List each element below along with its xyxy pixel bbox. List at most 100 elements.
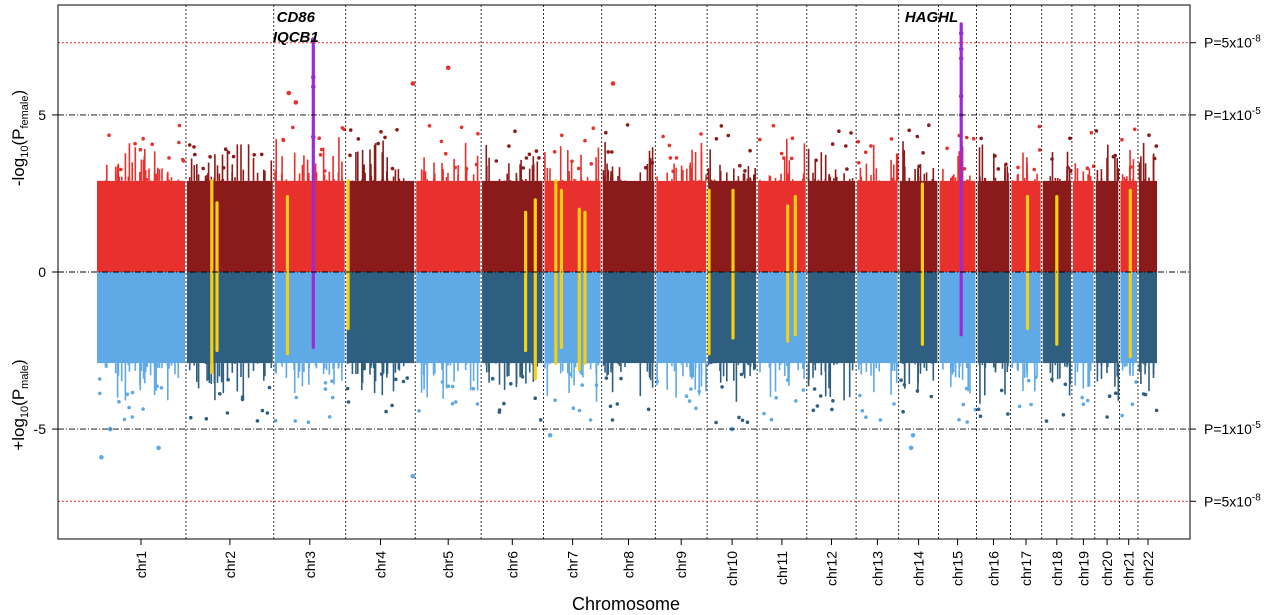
male-point-chr14 (929, 394, 934, 399)
male-point-chr6 (509, 382, 513, 386)
female-point-chr4 (379, 130, 383, 134)
female-point-chr1 (177, 123, 182, 128)
female-point-chr12 (849, 131, 853, 135)
female-point-chr6 (527, 152, 532, 157)
female-point-chr11 (789, 156, 794, 161)
male-point-chr2 (189, 415, 193, 420)
x-tick-label-chr19: chr19 (1075, 551, 1091, 586)
male-point-chr2 (255, 419, 260, 423)
female-point-chr10 (748, 148, 752, 153)
female-point-chr3 (281, 138, 286, 143)
male-point-chr2 (218, 392, 222, 396)
x-tick-label-chr16: chr16 (986, 551, 1002, 586)
male-point-chr1 (155, 384, 159, 389)
outlier-point-chr5 (445, 65, 451, 71)
male-point-chr9 (687, 399, 692, 403)
male-point-chr12 (818, 394, 823, 398)
male-point-chr13 (860, 408, 865, 413)
female-point-chr8 (643, 165, 648, 170)
male-point-chr1 (141, 407, 145, 411)
male-point-chr4 (394, 377, 398, 382)
female-point-chr15 (964, 135, 969, 140)
male-point-chr1 (125, 392, 130, 397)
female-band-chr15 (939, 180, 976, 272)
female-point-chr1 (141, 136, 145, 141)
y-title-female-prefix: -log (9, 158, 28, 186)
outlier-point-chr15 (958, 31, 964, 36)
female-point-chr7 (589, 162, 594, 166)
y-title-female-mid: (P (9, 129, 28, 146)
outlier-point-chr15 (958, 93, 964, 99)
female-band-chr22 (1139, 180, 1157, 272)
male-point-chr5 (454, 400, 458, 404)
male-point-chr17 (1017, 404, 1022, 409)
outlier-point-chr3 (311, 74, 316, 80)
y-title-male-suffix: ) (9, 359, 28, 365)
outlier-point-chr1 (99, 455, 104, 460)
female-point-chr17 (1037, 124, 1042, 129)
male-point-chr2 (240, 397, 245, 402)
female-point-chr2 (226, 150, 231, 155)
male-point-chr2 (267, 385, 272, 390)
male-point-chr8 (608, 404, 613, 409)
female-point-chr16 (1004, 162, 1008, 167)
male-point-chr10 (737, 415, 741, 420)
male-point-chr13 (892, 402, 896, 406)
male-point-chr8 (610, 418, 615, 422)
female-point-chr6 (521, 166, 526, 170)
male-point-chr2 (204, 417, 209, 421)
x-tick-label-chr8: chr8 (621, 551, 637, 578)
x-tick-label-chr5: chr5 (440, 551, 456, 578)
female-point-chr7 (570, 159, 574, 164)
male-point-chr3 (330, 395, 335, 400)
female-point-chr12 (837, 129, 841, 133)
female-point-chr9 (668, 156, 673, 160)
male-point-chr22 (1141, 392, 1146, 396)
female-point-chr5 (443, 151, 448, 156)
y-axis-title-male: +log10(Pmale) (9, 359, 31, 450)
female-band-chr5 (416, 180, 481, 272)
male-point-chr15 (964, 386, 969, 391)
outlier-point-chr3 (286, 90, 292, 96)
outlier-point-chr1 (156, 445, 161, 451)
male-point-chr9 (689, 387, 693, 391)
male-point-chr3 (306, 420, 311, 425)
male-point-chr20 (1113, 391, 1118, 396)
male-band-chr11 (758, 272, 806, 364)
male-point-chr12 (830, 407, 834, 412)
outlier-point-chr14 (908, 445, 914, 451)
male-point-chr6 (538, 418, 543, 422)
male-band-chr19 (1072, 272, 1094, 364)
threshold-label-exponent: -5 (1252, 420, 1261, 431)
male-point-chr10 (740, 418, 745, 423)
threshold-label: P=5x10-8 (1204, 492, 1261, 509)
male-point-chr4 (384, 409, 388, 414)
female-point-chr4 (395, 128, 399, 132)
male-point-chr10 (745, 420, 750, 425)
male-point-chr5 (475, 402, 480, 406)
male-point-chr16 (1006, 412, 1010, 416)
male-point-chr6 (533, 396, 537, 401)
x-tick-label-chr4: chr4 (373, 551, 389, 578)
female-band-chr11 (758, 180, 806, 272)
female-point-chr6 (494, 159, 499, 163)
female-point-chr2 (252, 153, 256, 157)
female-point-chr9 (699, 132, 703, 136)
male-point-chr9 (655, 379, 659, 384)
female-point-chr1 (180, 157, 185, 162)
female-point-chr2 (221, 166, 226, 170)
female-point-chr3 (319, 147, 324, 152)
male-point-chr2 (226, 377, 230, 382)
y-axis-title-female: -log10(Pfemale) (9, 90, 31, 186)
male-point-chr4 (390, 403, 394, 408)
x-tick-label-chr18: chr18 (1049, 551, 1065, 586)
male-point-chr5 (440, 380, 445, 384)
male-point-chr19 (1080, 395, 1084, 400)
outlier-point-chr8 (610, 81, 616, 86)
female-point-chr4 (348, 128, 353, 132)
x-tick-label-chr22: chr22 (1140, 551, 1156, 586)
male-point-chr21 (1130, 402, 1135, 407)
y-tick-label: 0 (38, 264, 46, 280)
male-point-chr3 (327, 415, 332, 419)
